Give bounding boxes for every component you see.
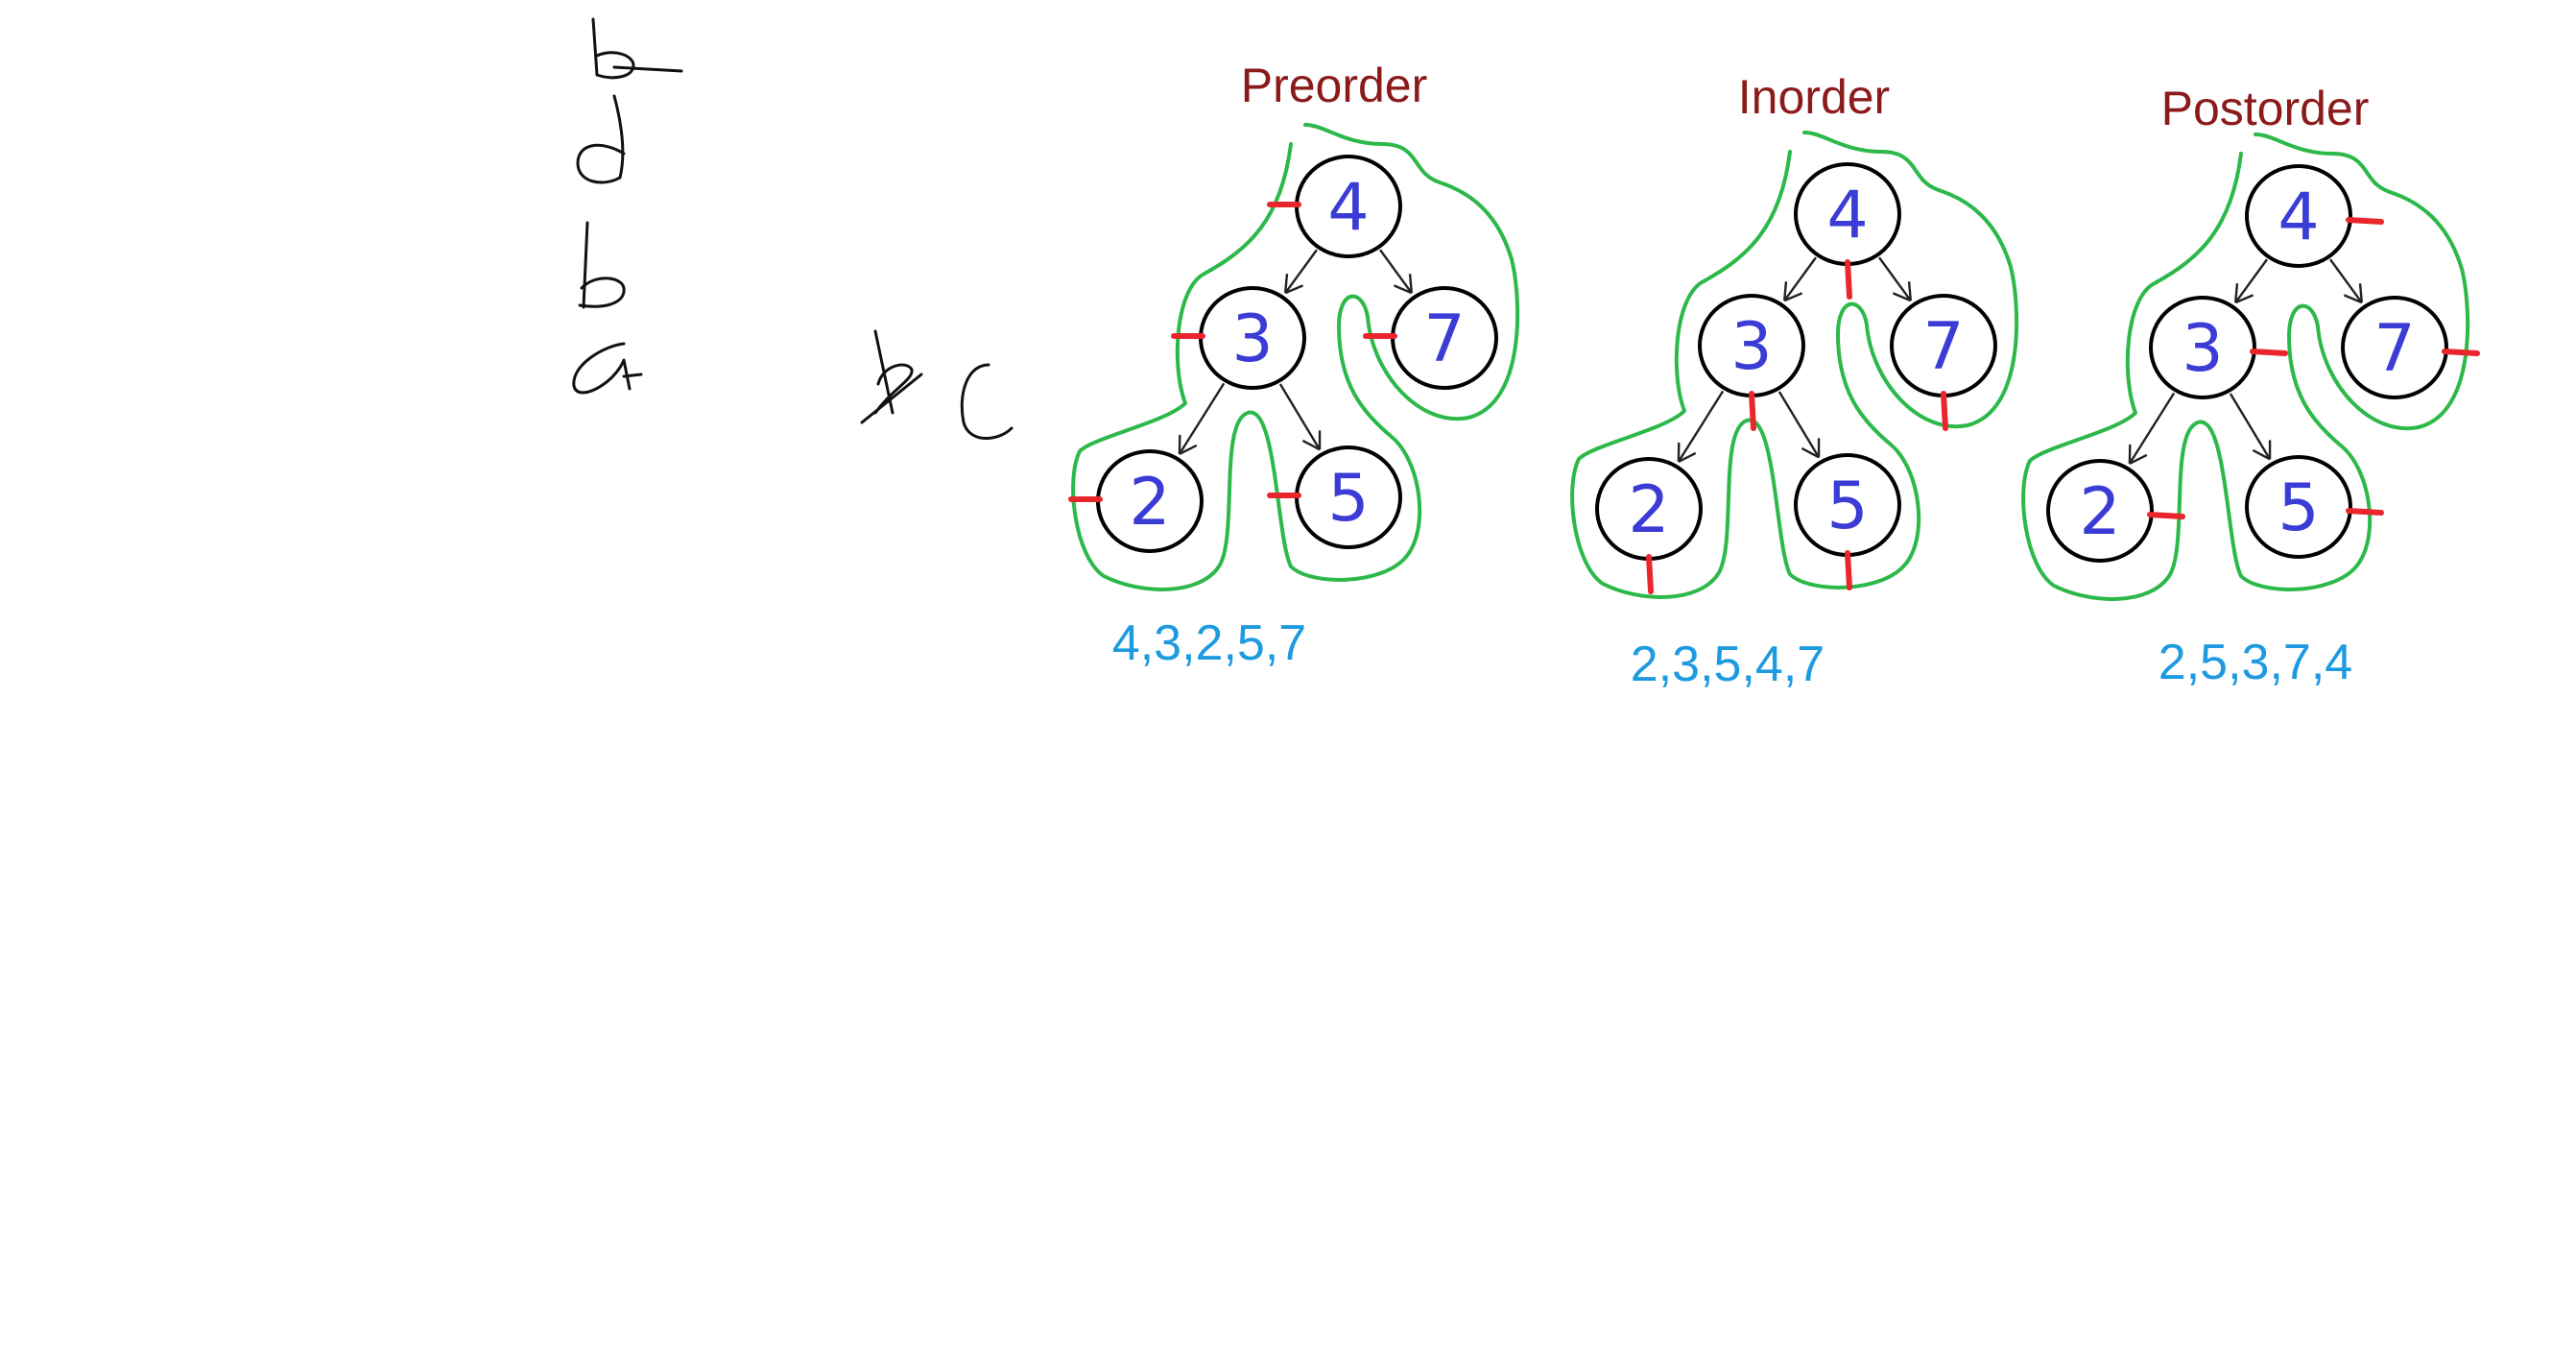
node-value: 5: [1327, 461, 1369, 537]
tree-node: 7: [1391, 286, 1498, 390]
node-value: 3: [1231, 301, 1273, 377]
node-value: 2: [1628, 472, 1669, 548]
tree-node: 3: [1199, 286, 1306, 390]
node-value: 4: [1826, 178, 1868, 253]
scribble-d: [576, 94, 626, 184]
traversal-contour: [1071, 123, 1520, 591]
node-circle: [2245, 455, 2352, 559]
tree-edge: [2234, 258, 2268, 304]
tree-node: 3: [2149, 296, 2256, 399]
visit-marker: [1845, 550, 1852, 590]
tree-edge: [2229, 393, 2272, 461]
node-value: 5: [1826, 469, 1868, 544]
visit-marker: [1941, 391, 1948, 431]
node-circle: [2149, 296, 2256, 399]
scribble-a: [572, 342, 643, 395]
diagram-preorder-title: Preorder: [1240, 59, 1428, 112]
diagram-postorder-sequence: 2,5,3,7,4: [2158, 635, 2353, 690]
tree-edge: [1379, 249, 1413, 295]
tree-node: 5: [1295, 445, 1402, 549]
traversal-contour: [2021, 132, 2470, 601]
tree-node: 5: [1794, 453, 1901, 557]
node-value: 4: [2278, 180, 2319, 255]
tree-node: 7: [2341, 296, 2448, 399]
diagram-preorder-sequence: 4,3,2,5,7: [1111, 615, 1307, 671]
tree-edge: [2329, 258, 2363, 304]
handwritten-scribbles: [572, 17, 1014, 441]
node-value: 3: [1730, 309, 1772, 385]
tree-node: 7: [1890, 294, 1997, 397]
visit-marker: [1749, 391, 1756, 431]
tree-edge: [1777, 391, 1821, 459]
visit-marker: [2346, 508, 2384, 516]
tree-node: 2: [2046, 459, 2154, 563]
scribble-b-mid: [578, 221, 626, 309]
node-circle: [2341, 296, 2448, 399]
tree-node: 4: [2245, 164, 2352, 268]
tree-edge: [1677, 390, 1725, 463]
diagram-inorder-title: Inorder: [1737, 70, 1891, 124]
visit-marker: [2250, 349, 2288, 356]
scribble-c: [960, 363, 1014, 441]
node-value: 5: [2278, 470, 2319, 546]
tree-edge: [1284, 249, 1318, 295]
node-value: 7: [2373, 311, 2415, 387]
node-circle: [2245, 164, 2352, 268]
tree-edge: [1178, 382, 1226, 455]
tree-inorder: 43 7 2 5: [1570, 131, 2019, 599]
scribble-b-top: [591, 17, 683, 80]
visit-marker: [1845, 259, 1852, 300]
tree-node: 4: [1295, 155, 1402, 258]
tree-edge: [1878, 256, 1912, 302]
visit-marker: [2147, 512, 2185, 519]
tree-postorder: 43 7 2 5: [2021, 132, 2480, 601]
node-value: 3: [2182, 311, 2223, 387]
tree-edge: [1278, 383, 1322, 451]
node-circle: [2046, 459, 2154, 563]
visit-marker: [2346, 217, 2384, 225]
scribble-b-crossed: [860, 329, 923, 424]
tree-node: 4: [1794, 162, 1901, 266]
visit-marker: [1646, 554, 1654, 594]
node-value: 7: [1423, 301, 1465, 377]
visit-marker: [2442, 349, 2480, 356]
diagram-postorder-title: Postorder: [2160, 82, 2370, 135]
traversal-contour: [1570, 131, 2019, 599]
node-value: 2: [2079, 474, 2120, 550]
tree-edge: [2128, 392, 2176, 465]
tree-node: 2: [1096, 449, 1204, 553]
tree-edge: [1783, 256, 1817, 302]
traversal-diagrams: 43 72 543 72 543 72 5: [1068, 123, 2480, 601]
tree-node: 3: [1698, 294, 1805, 397]
node-value: 7: [1922, 309, 1964, 385]
tree-node: 5: [2245, 455, 2352, 559]
tree-preorder: 43 7 2 5: [1068, 123, 1520, 591]
node-value: 2: [1129, 465, 1170, 541]
diagram-inorder-sequence: 2,3,5,4,7: [1630, 637, 1825, 692]
tree-node: 2: [1595, 457, 1703, 561]
node-value: 4: [1327, 170, 1369, 246]
